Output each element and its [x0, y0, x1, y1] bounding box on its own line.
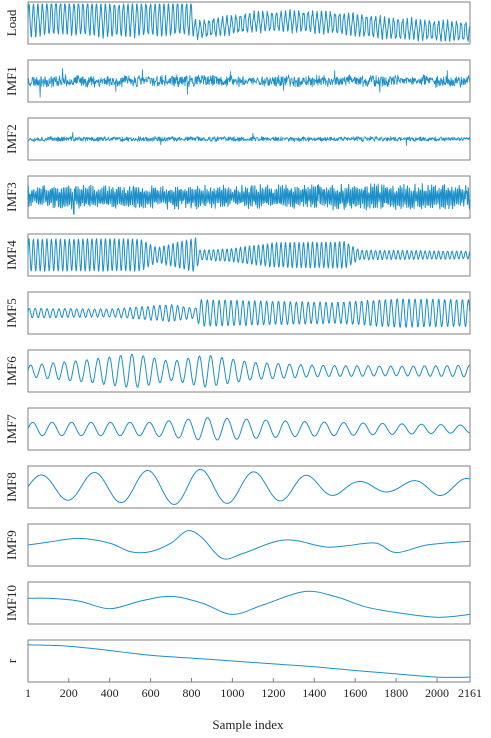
panel-frame: [27, 523, 471, 567]
x-tick-label: 1200: [261, 686, 285, 700]
x-tick-label: 800: [182, 686, 200, 700]
panel-frame: [27, 117, 471, 161]
series-line-imf9: [27, 530, 471, 560]
panel-frame: [27, 407, 471, 451]
series-label-imf2: IMF2: [4, 124, 19, 154]
series-line-imf5: [27, 298, 471, 328]
x-tick-label: 1800: [384, 686, 408, 700]
panel-imf1: IMF1: [4, 59, 471, 103]
series-line-imf7: [27, 417, 470, 441]
series-label-imf3: IMF3: [4, 182, 19, 212]
series-line-imf1: [27, 68, 471, 98]
series-line-imf4: [27, 237, 471, 272]
panel-frame: [27, 1, 471, 45]
x-axis-label: Sample index: [212, 717, 284, 732]
panel-r: r: [4, 639, 471, 683]
x-tick-label: 200: [60, 686, 78, 700]
series-label-imf9: IMF9: [4, 530, 19, 560]
x-tick-label: 1400: [302, 686, 326, 700]
x-tick-label: 400: [101, 686, 119, 700]
panel-imf9: IMF9: [4, 523, 471, 567]
x-tick-label: 2161: [458, 686, 482, 700]
panel-imf3: IMF3: [4, 175, 471, 219]
panel-load: Load: [4, 1, 471, 45]
x-tick-label: 1000: [220, 686, 244, 700]
series-label-imf8: IMF8: [4, 472, 19, 502]
panel-frame: [27, 581, 471, 625]
series-line-r: [27, 644, 471, 678]
series-line-imf3: [27, 183, 471, 215]
panel-frame: [27, 349, 471, 393]
panel-imf10: IMF10: [4, 581, 471, 625]
x-tick-label: 1: [25, 686, 31, 700]
series-label-imf6: IMF6: [4, 356, 19, 386]
panel-imf4: IMF4: [4, 233, 471, 277]
series-line-imf8: [27, 468, 470, 505]
x-axis: 1 200 400 600 800 1000 1200 1400 1600 1800 2000 216…: [25, 678, 482, 700]
series-label-imf10: IMF10: [4, 585, 19, 621]
subplot-stack: Load IMF1 IMF2 IMF3 IMF4 IMF5 IMF6 IMF7 IMF8 IMF9…: [4, 1, 471, 683]
series-line-imf2: [27, 131, 471, 147]
x-tick-label: 1600: [343, 686, 367, 700]
series-label-imf4: IMF4: [4, 240, 19, 270]
panel-frame: [27, 639, 471, 683]
series-line-imf10: [27, 590, 471, 618]
series-line-load: [27, 3, 471, 42]
x-tick-label: 600: [142, 686, 160, 700]
series-label-imf7: IMF7: [4, 414, 19, 444]
panel-imf5: IMF5: [4, 291, 471, 335]
x-tick-label: 2000: [425, 686, 449, 700]
panel-imf7: IMF7: [4, 407, 471, 451]
series-label-load: Load: [4, 9, 19, 36]
panel-imf6: IMF6: [4, 349, 471, 393]
series-line-imf6: [27, 353, 470, 388]
series-label-imf1: IMF1: [4, 66, 19, 96]
panel-imf8: IMF8: [4, 465, 471, 509]
series-label-imf5: IMF5: [4, 298, 19, 328]
panel-imf2: IMF2: [4, 117, 471, 161]
series-label-r: r: [4, 658, 19, 663]
panel-frame: [27, 291, 471, 335]
